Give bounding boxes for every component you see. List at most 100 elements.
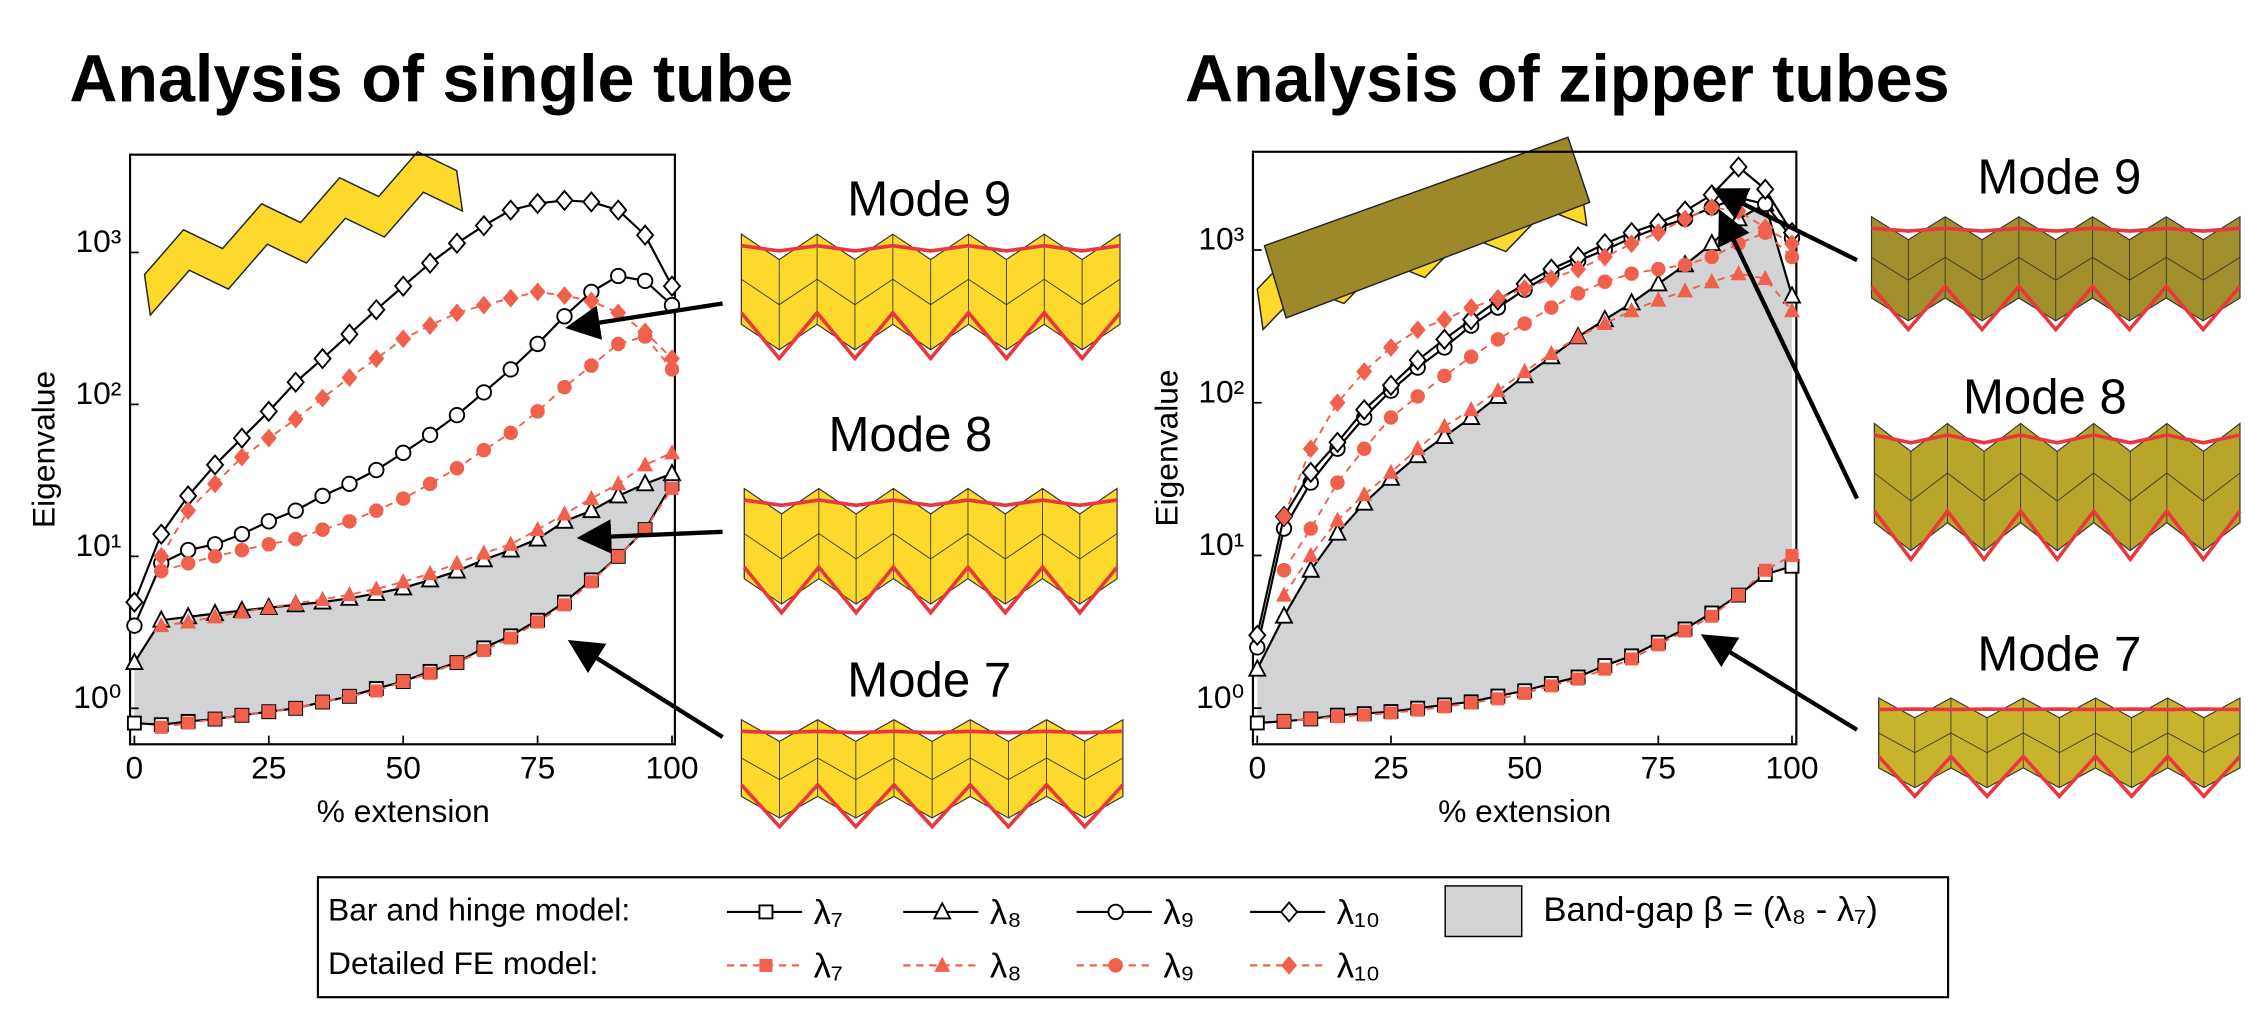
data-point (1436, 418, 1452, 433)
y-tick-label: 10³ (75, 223, 121, 259)
data-point (664, 444, 680, 459)
data-point (1598, 663, 1611, 676)
data-point (557, 505, 573, 520)
data-point (503, 362, 517, 376)
data-point (1544, 300, 1558, 314)
data-point (530, 337, 544, 351)
data-point (1491, 692, 1504, 705)
data-point (449, 304, 465, 323)
data-point (1704, 198, 1720, 217)
data-point (558, 598, 571, 611)
data-point (1410, 389, 1424, 403)
data-point (288, 595, 304, 610)
data-point (1491, 332, 1505, 346)
data-point (664, 277, 680, 296)
data-point (1383, 464, 1399, 479)
data-point (315, 389, 331, 408)
data-point (1358, 709, 1371, 722)
data-point (665, 482, 678, 495)
legend-marker (1108, 958, 1122, 972)
data-point (1463, 401, 1479, 416)
data-point (584, 358, 598, 372)
data-point (638, 274, 652, 288)
data-point (1598, 275, 1612, 289)
mode-label: Mode 7 (1977, 628, 2141, 682)
data-point (182, 717, 195, 730)
data-point (1331, 710, 1344, 723)
data-point (368, 349, 384, 368)
data-point (531, 615, 544, 628)
y-axis-label: Eigenvalue (1149, 369, 1185, 526)
data-point (450, 461, 464, 475)
data-point (1278, 715, 1291, 728)
data-point (341, 368, 357, 387)
data-point (288, 532, 302, 546)
data-point (1518, 687, 1531, 700)
data-point (1545, 679, 1558, 692)
x-tick-label: 50 (1507, 750, 1542, 786)
data-point (1759, 564, 1772, 577)
data-point (1251, 716, 1264, 729)
data-point (262, 537, 276, 551)
data-point (1465, 697, 1478, 710)
legend-group-label: Bar and hinge model: (328, 891, 630, 927)
data-point (450, 408, 464, 422)
legend-label: λ₇ (814, 947, 843, 985)
data-point (422, 316, 438, 335)
data-point (1438, 700, 1451, 713)
data-point (1463, 298, 1479, 317)
red-outline (741, 246, 1120, 251)
data-point (449, 234, 465, 253)
data-point (315, 489, 329, 503)
data-point (557, 286, 573, 305)
red-outline (1879, 709, 2240, 710)
arrow (575, 645, 722, 737)
data-point (450, 656, 463, 669)
x-tick-label: 0 (1248, 750, 1266, 786)
legend-label: λ₉ (1163, 947, 1194, 985)
data-point (315, 522, 329, 536)
data-point (127, 618, 141, 632)
arrow (574, 304, 723, 327)
mode-label: Mode 8 (829, 408, 993, 462)
data-point (370, 685, 383, 698)
data-point (1651, 262, 1665, 276)
data-point (1330, 512, 1346, 527)
data-point (585, 575, 598, 588)
data-point (1303, 439, 1319, 458)
legend-group-label: Detailed FE model: (328, 945, 598, 981)
legend-marker (1281, 956, 1297, 975)
data-point (476, 544, 492, 559)
data-point (504, 632, 517, 645)
data-point (1276, 586, 1292, 601)
legend-marker (759, 905, 772, 918)
data-point (1757, 180, 1773, 199)
data-point (1624, 266, 1638, 280)
data-point (1357, 441, 1371, 455)
data-point (1384, 706, 1397, 719)
tube-icon (145, 152, 463, 315)
x-tick-label: 75 (1641, 750, 1676, 786)
data-point (424, 667, 437, 680)
data-point (1464, 350, 1478, 364)
data-point (396, 491, 410, 505)
y-tick-label: 10¹ (75, 527, 121, 563)
data-point (208, 549, 222, 563)
data-point (262, 705, 275, 718)
data-point (1705, 610, 1718, 623)
data-point (611, 269, 625, 283)
data-point (423, 428, 437, 442)
data-point (530, 521, 546, 536)
data-point (557, 309, 571, 323)
y-tick-label: 10² (75, 375, 121, 411)
data-point (235, 527, 249, 541)
y-axis-label: Eigenvalue (26, 371, 62, 528)
x-tick-label: 50 (386, 750, 421, 786)
x-axis-label: % extension (317, 793, 490, 829)
legend-marker (759, 959, 772, 972)
data-point (342, 514, 356, 528)
data-point (664, 465, 680, 480)
data-point (1625, 652, 1638, 665)
figure: Analysis of single tube025507510010⁰10¹1… (0, 0, 2266, 1016)
arrow (1708, 639, 1857, 730)
